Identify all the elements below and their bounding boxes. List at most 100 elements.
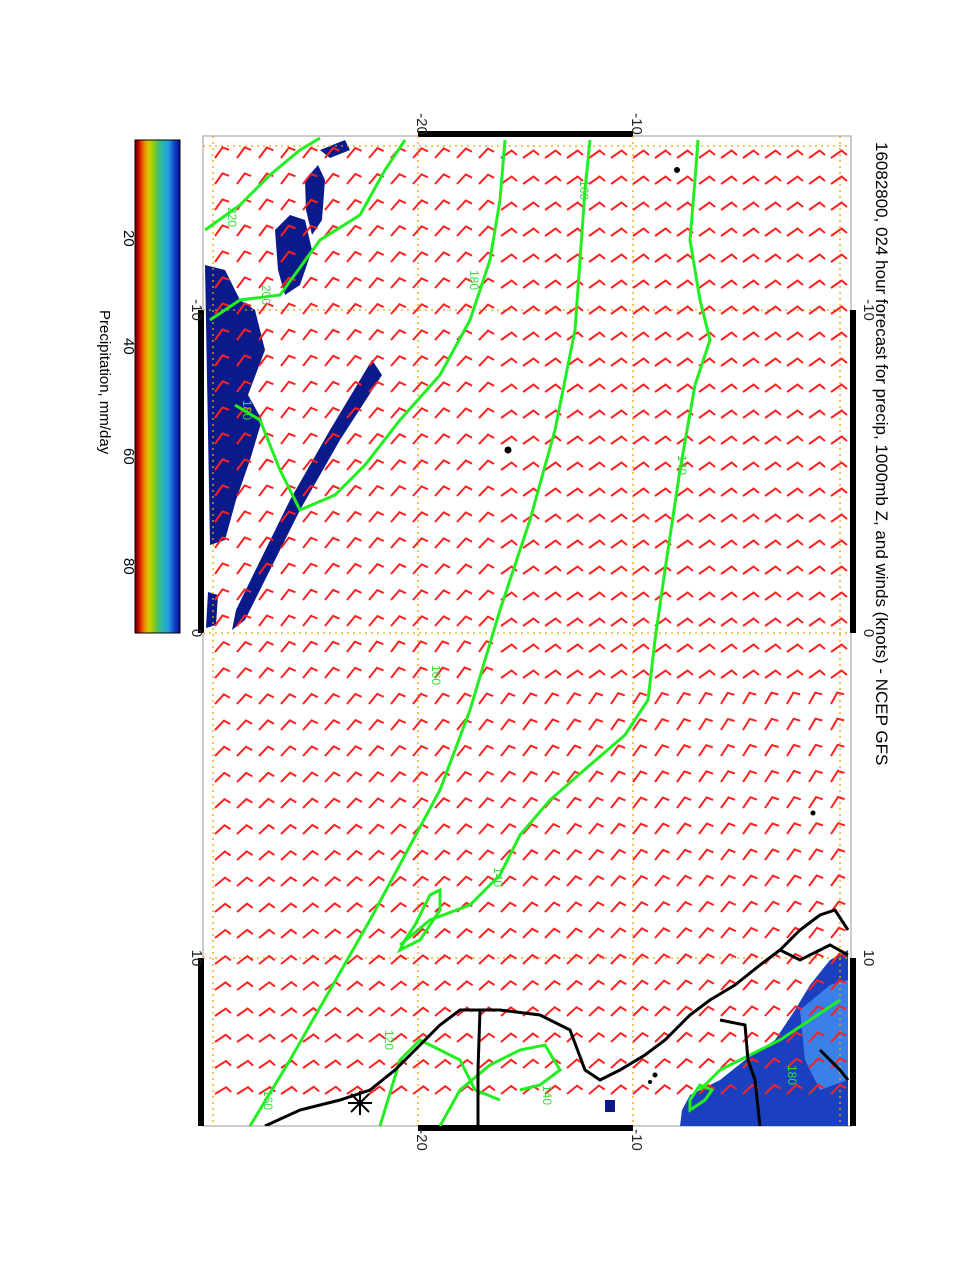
- wind-barb: [764, 691, 779, 705]
- wind-barb: [786, 461, 804, 471]
- wind-barb: [720, 227, 738, 237]
- wind-barb: [302, 954, 320, 965]
- wind-barb: [720, 565, 738, 575]
- wind-barb: [214, 328, 230, 341]
- wind-barb: [742, 227, 760, 237]
- wind-barb: [610, 305, 628, 315]
- wind-barb: [632, 201, 650, 211]
- wind-barb: [302, 614, 318, 627]
- wind-barb: [280, 406, 296, 419]
- wind-barb: [522, 383, 540, 393]
- wind-barb: [302, 198, 318, 211]
- wind-barb: [588, 461, 606, 471]
- wind-barb: [346, 614, 363, 627]
- wind-barb: [258, 328, 274, 341]
- wind-barb: [324, 380, 340, 393]
- wind-barb: [632, 487, 650, 497]
- wind-barb: [764, 331, 782, 341]
- wind-barb: [566, 331, 584, 341]
- wind-barb: [258, 666, 275, 679]
- wind-barb: [610, 669, 628, 679]
- wind-barb: [654, 874, 671, 887]
- wind-barb: [434, 303, 451, 315]
- wind-barb: [830, 1004, 847, 1017]
- wind-barb: [610, 435, 628, 445]
- wind-barb: [698, 979, 715, 991]
- wind-barb: [610, 848, 627, 861]
- wind-barb: [324, 432, 340, 445]
- wind-barb: [610, 201, 628, 211]
- wind-barb: [368, 250, 385, 263]
- wind-barb: [566, 1084, 584, 1095]
- colorbar-tick-80: 80: [120, 558, 137, 575]
- wind-barb: [346, 380, 363, 393]
- wind-barb: [280, 771, 297, 783]
- wind-barb: [280, 250, 296, 263]
- wind-barb: [654, 513, 672, 523]
- wind-barb: [236, 1085, 254, 1095]
- wind-barb: [764, 617, 782, 627]
- wind-barb: [346, 928, 364, 939]
- wind-barb: [456, 277, 473, 289]
- wind-barb: [808, 591, 826, 601]
- wind-barb: [324, 718, 341, 731]
- wind-barb: [566, 435, 584, 445]
- wind-barb: [302, 276, 318, 289]
- wind-barb: [632, 796, 648, 809]
- coastline-interior-border-2: [719, 1018, 762, 1126]
- wind-barb: [236, 250, 252, 263]
- wind-barb: [236, 666, 253, 679]
- wind-barb: [808, 926, 824, 939]
- wind-barb: [588, 796, 604, 809]
- wind-barb: [742, 149, 760, 159]
- wind-barb: [434, 147, 451, 159]
- wind-barb: [390, 1032, 408, 1043]
- wind-barb: [346, 771, 363, 783]
- wind-barb: [632, 305, 650, 315]
- colorbar-gradient: [134, 139, 181, 634]
- wind-barb: [588, 718, 604, 731]
- wind-barb: [676, 848, 692, 861]
- wind-barb: [346, 849, 363, 861]
- wind-barb: [742, 617, 760, 627]
- wind-barb: [412, 511, 429, 523]
- wind-barb: [346, 666, 362, 679]
- contour-coastal-4: [688, 1083, 715, 1113]
- wind-barb: [500, 927, 517, 939]
- wind-barb: [566, 953, 583, 965]
- wind-barb: [720, 253, 738, 263]
- wind-barb: [390, 510, 407, 523]
- wind-barb: [786, 227, 804, 237]
- tick-labels: -20 -10 -20 -10 -10 0 10 -10 0 10: [188, 113, 877, 1151]
- wind-barb: [544, 513, 562, 523]
- wind-barb: [368, 224, 385, 237]
- wind-barb: [632, 435, 650, 445]
- wind-barb: [764, 979, 781, 991]
- wind-barb: [830, 539, 848, 549]
- wind-barb: [390, 432, 407, 445]
- wind-barb: [566, 927, 583, 939]
- wind-barb: [698, 565, 716, 575]
- wind-barb: [368, 640, 384, 653]
- wind-barb: [412, 537, 429, 549]
- wind-barb: [214, 588, 230, 601]
- wind-barb: [786, 565, 804, 575]
- wind-barb: [830, 617, 848, 627]
- wind-barb: [698, 1057, 715, 1069]
- wind-barb: [544, 539, 562, 549]
- wind-barb: [566, 796, 582, 809]
- wind-barb: [280, 980, 298, 991]
- wind-barb: [742, 643, 760, 653]
- wind-barb: [830, 769, 845, 783]
- wind-barb: [390, 484, 407, 497]
- wind-barb: [412, 797, 429, 809]
- wind-barb: [346, 146, 363, 159]
- wind-barb: [302, 432, 318, 445]
- wind-barb: [456, 251, 473, 263]
- wind-barb: [808, 1031, 825, 1043]
- wind-barb: [302, 849, 319, 861]
- wind-barb: [434, 666, 450, 679]
- wind-barb: [588, 591, 606, 601]
- wind-barb: [522, 357, 540, 367]
- wind-barb: [632, 409, 650, 419]
